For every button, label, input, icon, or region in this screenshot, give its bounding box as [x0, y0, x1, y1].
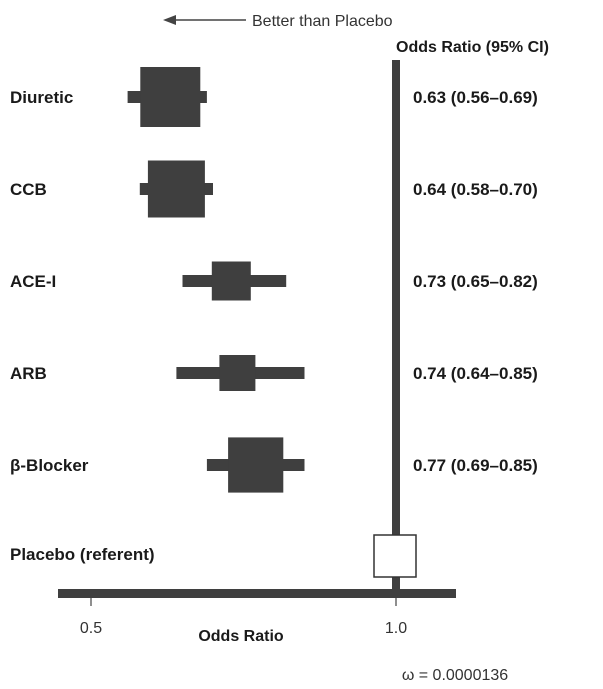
- reference-box: [373, 534, 417, 578]
- forest-row-arb: ARB 0.74 (0.64–0.85): [10, 355, 538, 391]
- row-label: CCB: [10, 180, 47, 199]
- direction-arrow: [163, 15, 246, 25]
- point-estimate-box: [211, 261, 251, 301]
- row-label: β-Blocker: [10, 456, 89, 475]
- x-axis: [58, 589, 456, 598]
- direction-note: Better than Placebo: [252, 13, 393, 30]
- reference-line: [392, 60, 400, 592]
- row-label: Diuretic: [10, 88, 73, 107]
- point-estimate-box: [147, 160, 205, 218]
- row-value: 0.74 (0.64–0.85): [413, 364, 538, 383]
- forest-rows: Diuretic 0.63 (0.56–0.69) CCB 0.64 (0.58–0.…: [10, 67, 538, 493]
- row-label: ARB: [10, 364, 47, 383]
- row-value: 0.77 (0.69–0.85): [413, 456, 538, 475]
- x-axis-label: Odds Ratio: [198, 628, 284, 645]
- forest-row-ccb: CCB 0.64 (0.58–0.70): [10, 160, 538, 218]
- x-tick-label: 0.5: [80, 620, 102, 637]
- x-tick-label: 1.0: [385, 620, 407, 637]
- forest-row-diuretic: Diuretic 0.63 (0.56–0.69): [10, 67, 538, 127]
- row-label: ACE-I: [10, 272, 56, 291]
- forest-row-ace-i: ACE-I 0.73 (0.65–0.82): [10, 261, 538, 301]
- forest-row-blocker: β-Blocker 0.77 (0.69–0.85): [10, 437, 538, 493]
- row-value: 0.64 (0.58–0.70): [413, 180, 538, 199]
- footnote: ω = 0.0000136: [402, 667, 508, 684]
- row-value: 0.63 (0.56–0.69): [413, 88, 538, 107]
- row-value: 0.73 (0.65–0.82): [413, 272, 538, 291]
- reference-label: Placebo (referent): [10, 545, 155, 564]
- point-estimate-box: [140, 67, 201, 127]
- point-estimate-box: [219, 355, 256, 391]
- x-axis-ticks: 0.5 1.0: [80, 598, 407, 637]
- point-estimate-box: [228, 437, 284, 493]
- column-header: Odds Ratio (95% CI): [396, 39, 549, 56]
